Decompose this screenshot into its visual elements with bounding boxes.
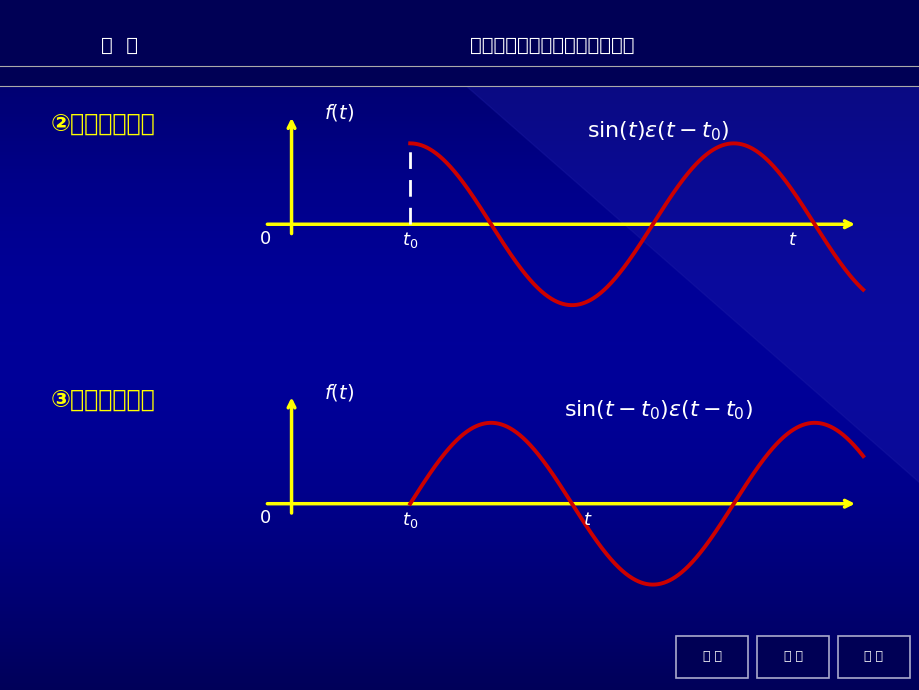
- Text: $0$: $0$: [258, 230, 270, 248]
- Text: $t_0$: $t_0$: [402, 230, 418, 250]
- Bar: [756, 636, 828, 678]
- Text: 上 页: 上 页: [783, 651, 801, 663]
- Text: 一阶电路和二阶电路的时域分析: 一阶电路和二阶电路的时域分析: [470, 36, 633, 55]
- Text: $\sin(t-t_0)\varepsilon(t-t_0)$: $\sin(t-t_0)\varepsilon(t-t_0)$: [563, 399, 752, 422]
- Text: 下 页: 下 页: [864, 651, 882, 663]
- Text: $t$: $t$: [788, 231, 797, 249]
- Bar: [837, 636, 909, 678]
- Bar: [0, 0, 919, 86]
- Text: $t$: $t$: [583, 511, 593, 529]
- Text: $0$: $0$: [258, 509, 270, 527]
- Polygon shape: [368, 0, 919, 483]
- Text: ②起始一个函数: ②起始一个函数: [51, 112, 155, 136]
- Text: $\sin(t)\varepsilon(t-t_0)$: $\sin(t)\varepsilon(t-t_0)$: [586, 119, 729, 143]
- Text: ③延迟一个函数: ③延迟一个函数: [51, 388, 155, 412]
- Text: $t_0$: $t_0$: [402, 510, 418, 530]
- Text: 返 回: 返 回: [702, 651, 720, 663]
- Text: $f(t)$: $f(t)$: [323, 382, 354, 402]
- Bar: [675, 636, 747, 678]
- Text: 电  路: 电 路: [101, 36, 138, 55]
- Text: $f(t)$: $f(t)$: [323, 102, 354, 123]
